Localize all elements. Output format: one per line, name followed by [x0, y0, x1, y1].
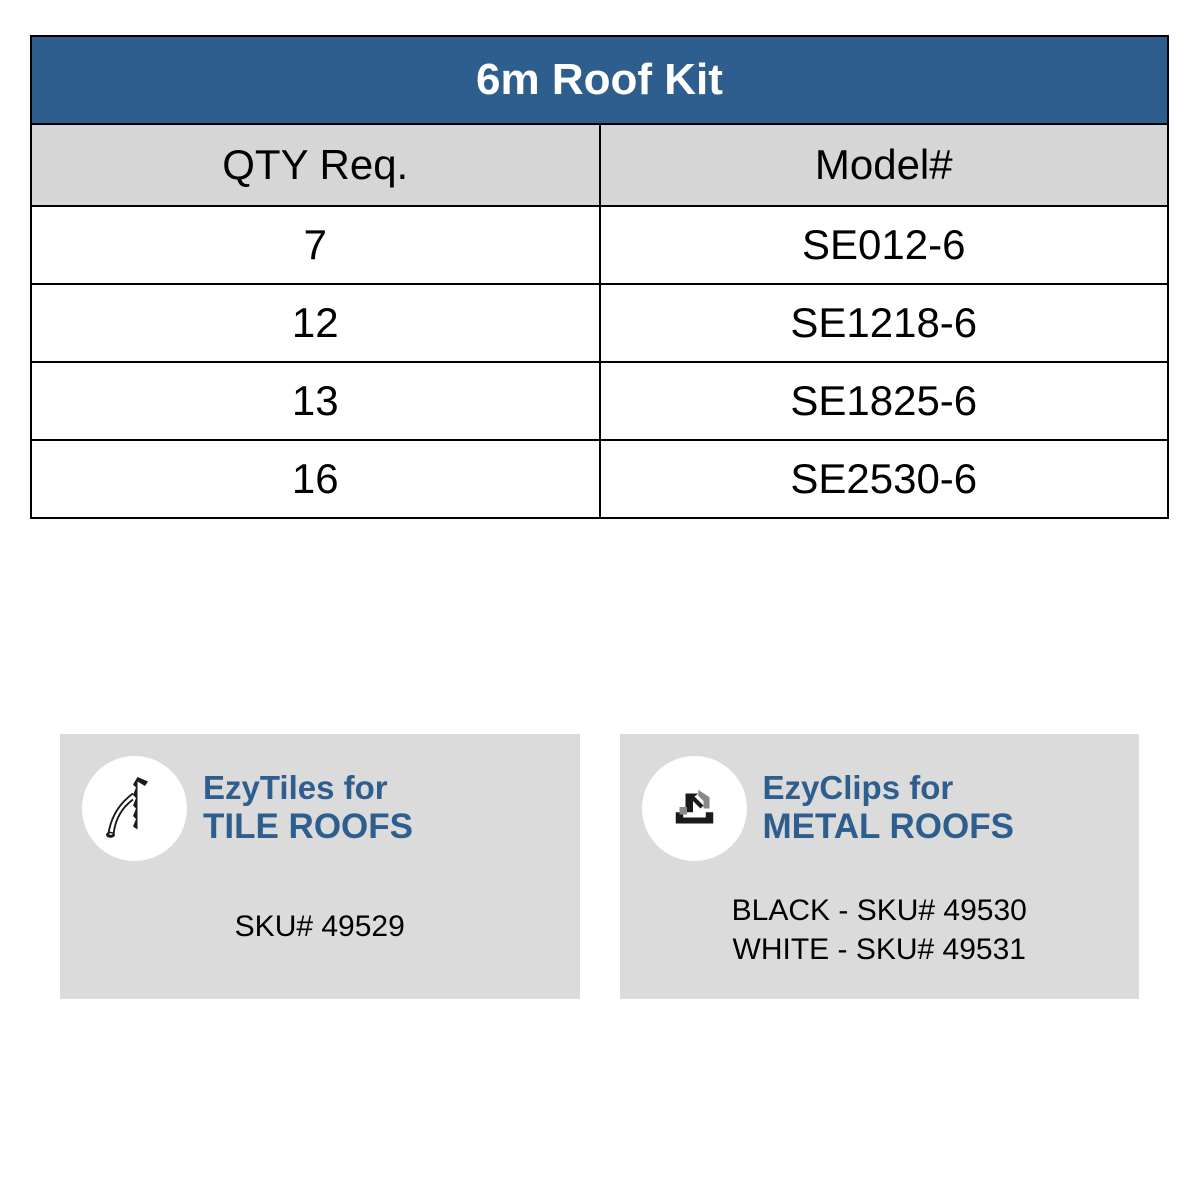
table-row: 12 SE1218-6: [32, 284, 1167, 362]
roof-kit-table-container: 6m Roof Kit QTY Req. Model# 7 SE012-6 12…: [30, 35, 1169, 519]
ezyclips-card: EzyClips for METAL ROOFS BLACK - SKU# 49…: [620, 734, 1140, 999]
sku-line: BLACK - SKU# 49530: [642, 891, 1118, 930]
card-sku: BLACK - SKU# 49530 WHITE - SKU# 49531: [642, 891, 1118, 969]
table-row: 13 SE1825-6: [32, 362, 1167, 440]
card-title-group: EzyTiles for TILE ROOFS: [203, 769, 413, 847]
card-header: EzyClips for METAL ROOFS: [642, 756, 1118, 861]
card-sku: SKU# 49529: [82, 907, 558, 946]
product-cards-container: EzyTiles for TILE ROOFS SKU# 49529 EzyCl…: [30, 734, 1169, 999]
model-cell: SE2530-6: [600, 440, 1168, 517]
metal-clip-icon: [657, 771, 732, 846]
ezytiles-card: EzyTiles for TILE ROOFS SKU# 49529: [60, 734, 580, 999]
sku-line: WHITE - SKU# 49531: [642, 930, 1118, 969]
table-row: 16 SE2530-6: [32, 440, 1167, 517]
roof-kit-table: QTY Req. Model# 7 SE012-6 12 SE1218-6 13…: [32, 125, 1167, 517]
table-title: 6m Roof Kit: [32, 37, 1167, 125]
column-header-model: Model#: [600, 125, 1168, 206]
sku-line: SKU# 49529: [82, 907, 558, 946]
card-title-line1: EzyClips for: [763, 769, 1014, 807]
table-header-row: QTY Req. Model#: [32, 125, 1167, 206]
ezytiles-icon-circle: [82, 756, 187, 861]
qty-cell: 12: [32, 284, 600, 362]
model-cell: SE012-6: [600, 206, 1168, 284]
column-header-qty: QTY Req.: [32, 125, 600, 206]
card-title-line2: METAL ROOFS: [763, 807, 1014, 847]
card-header: EzyTiles for TILE ROOFS: [82, 756, 558, 861]
card-title-group: EzyClips for METAL ROOFS: [763, 769, 1014, 847]
qty-cell: 7: [32, 206, 600, 284]
qty-cell: 16: [32, 440, 600, 517]
model-cell: SE1218-6: [600, 284, 1168, 362]
card-title-line2: TILE ROOFS: [203, 807, 413, 847]
card-title-line1: EzyTiles for: [203, 769, 413, 807]
model-cell: SE1825-6: [600, 362, 1168, 440]
qty-cell: 13: [32, 362, 600, 440]
table-row: 7 SE012-6: [32, 206, 1167, 284]
tile-peg-icon: [97, 771, 172, 846]
ezyclips-icon-circle: [642, 756, 747, 861]
